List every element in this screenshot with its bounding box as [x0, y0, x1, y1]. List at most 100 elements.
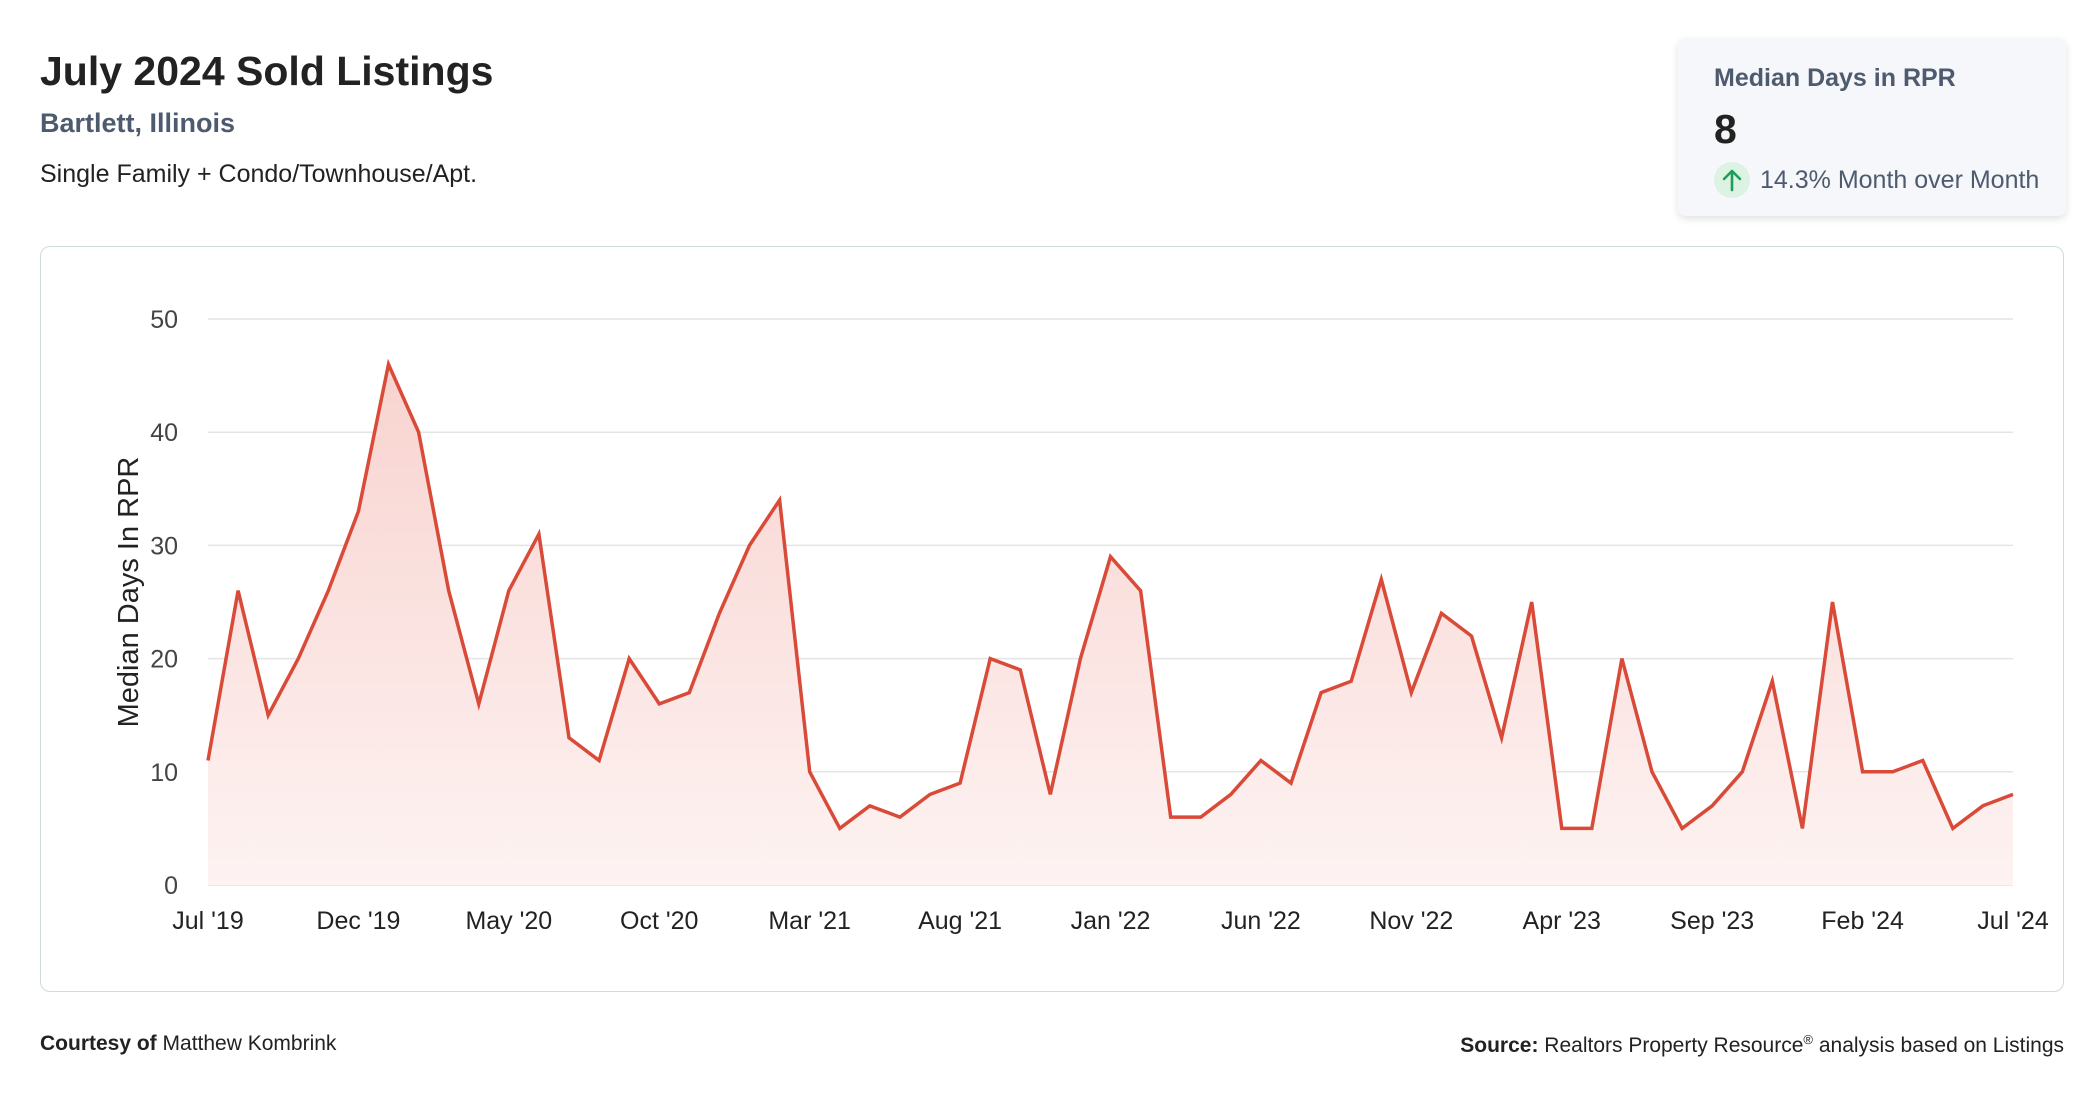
data-point	[867, 803, 873, 809]
y-tick-label: 20	[150, 646, 178, 674]
data-point	[1830, 599, 1836, 605]
arrow-up-icon	[1714, 162, 1750, 198]
data-point	[1559, 825, 1565, 831]
x-tick-label: Aug '21	[918, 907, 1002, 935]
x-tick-label: May '20	[465, 907, 552, 935]
area-fill	[208, 364, 2013, 885]
data-point	[837, 825, 843, 831]
x-tick-label: Sep '23	[1670, 907, 1754, 935]
data-point	[1198, 814, 1204, 820]
data-point	[1799, 825, 1805, 831]
data-point	[536, 531, 542, 537]
registered-mark: ®	[1803, 1032, 1813, 1047]
data-point	[957, 780, 963, 786]
data-point	[566, 735, 572, 741]
kpi-label: Median Days in RPR	[1714, 64, 1956, 92]
data-point	[1709, 803, 1715, 809]
data-point	[596, 757, 602, 763]
data-point	[1649, 769, 1655, 775]
page-title: July 2024 Sold Listings	[40, 48, 494, 94]
line-chart: 0 10 20 30 40 50 Jul '19 Dec '19 May '20 Oct '20…	[113, 306, 2049, 935]
kpi-change: 14.3% Month over Month	[1714, 162, 2039, 198]
data-point	[1138, 588, 1144, 594]
data-point	[1077, 656, 1083, 662]
data-point	[1288, 780, 1294, 786]
data-point	[716, 610, 722, 616]
chart-panel: 0 10 20 30 40 50 Jul '19 Dec '19 May '20 Oct '20…	[40, 246, 2064, 992]
y-tick-label: 40	[150, 419, 178, 447]
data-point	[325, 588, 331, 594]
data-point	[747, 542, 753, 548]
data-point	[476, 701, 482, 707]
data-point	[1469, 633, 1475, 639]
data-point	[386, 361, 392, 367]
source-suffix: analysis based on Listings	[1818, 1034, 2064, 1057]
data-point	[927, 791, 933, 797]
x-tick-label: Jul '24	[1977, 907, 2049, 935]
source-label: Source:	[1460, 1034, 1539, 1057]
data-point	[1589, 825, 1595, 831]
y-tick-label: 0	[164, 872, 178, 900]
data-point	[1168, 814, 1174, 820]
data-point	[416, 429, 422, 435]
x-tick-label: Jul '19	[172, 907, 243, 935]
data-point	[807, 769, 813, 775]
kpi-card: Median Days in RPR 8 14.3% Month over Mo…	[1678, 38, 2066, 216]
x-tick-label: Mar '21	[768, 907, 851, 935]
data-point	[1679, 825, 1685, 831]
data-point	[987, 656, 993, 662]
data-point	[897, 814, 903, 820]
source-text: Realtors Property Resource	[1544, 1034, 1804, 1057]
courtesy-name: Matthew Kombrink	[162, 1032, 337, 1055]
data-point	[265, 712, 271, 718]
data-point	[1228, 791, 1234, 797]
data-point	[1408, 690, 1414, 696]
data-point	[1619, 656, 1625, 662]
data-point	[1529, 599, 1535, 605]
data-point	[2010, 791, 2016, 797]
source-note: Source: Realtors Property Resource® anal…	[1460, 1032, 2064, 1058]
property-types-label: Single Family + Condo/Townhouse/Apt.	[40, 160, 478, 188]
x-tick-label: Apr '23	[1523, 907, 1601, 935]
courtesy-note: Courtesy of Matthew Kombrink	[40, 1032, 336, 1056]
x-tick-label: Oct '20	[620, 907, 698, 935]
x-tick-label: Dec '19	[316, 907, 400, 935]
data-point	[1980, 803, 1986, 809]
data-point	[626, 656, 632, 662]
kpi-change-text: 14.3% Month over Month	[1760, 165, 2040, 194]
data-point	[1318, 690, 1324, 696]
x-tick-label: Nov '22	[1369, 907, 1453, 935]
data-point	[1860, 769, 1866, 775]
data-point	[1108, 554, 1114, 560]
data-point	[777, 497, 783, 503]
data-point	[656, 701, 662, 707]
data-point	[205, 757, 211, 763]
location-subtitle: Bartlett, Illinois	[40, 108, 236, 138]
y-tick-label: 30	[150, 532, 178, 560]
data-point	[686, 690, 692, 696]
data-point	[1739, 769, 1745, 775]
data-point	[1017, 667, 1023, 673]
data-point	[295, 656, 301, 662]
x-tick-label: Jun '22	[1221, 907, 1301, 935]
data-point	[1499, 735, 1505, 741]
data-point	[446, 588, 452, 594]
data-point	[1438, 610, 1444, 616]
y-tick-label: 10	[150, 759, 178, 787]
x-tick-label: Jan '22	[1071, 907, 1151, 935]
data-point	[1769, 678, 1775, 684]
series-line	[206, 358, 2014, 832]
data-point	[1378, 576, 1384, 582]
kpi-value: 8	[1714, 106, 1737, 152]
data-point	[1047, 791, 1053, 797]
courtesy-label: Courtesy of	[40, 1032, 157, 1055]
data-point	[1920, 757, 1926, 763]
data-point	[506, 588, 512, 594]
data-point	[1890, 769, 1896, 775]
data-point	[235, 588, 241, 594]
x-tick-label: Feb '24	[1821, 907, 1904, 935]
data-point	[355, 508, 361, 514]
data-point	[1950, 825, 1956, 831]
y-tick-label: 50	[150, 306, 178, 334]
y-axis-label: Median Days In RPR	[113, 457, 145, 728]
